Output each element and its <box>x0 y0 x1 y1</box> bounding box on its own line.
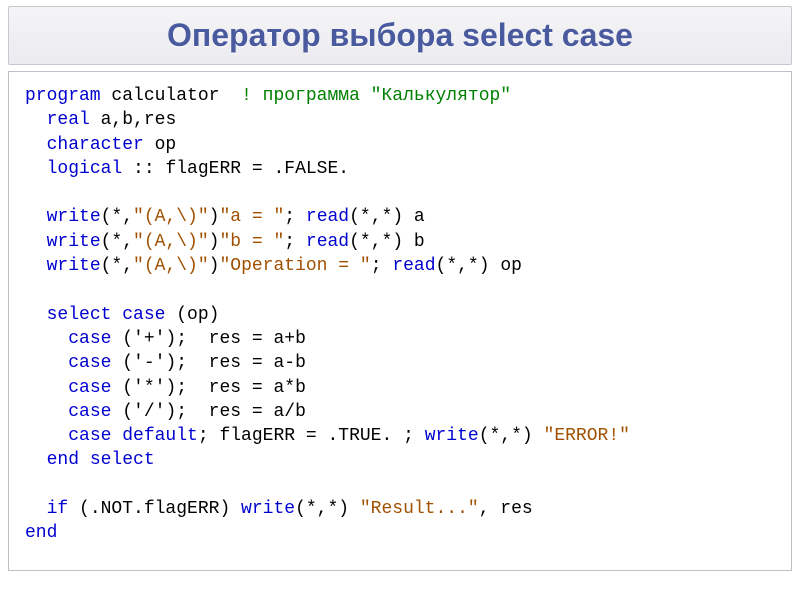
kw-write-b: write <box>47 232 101 252</box>
id-semi-a: ; <box>284 207 306 227</box>
str-bprompt: "b = " <box>219 232 284 252</box>
id-semi-op: ; <box>371 256 393 276</box>
id-writeerr: (*,*) <box>479 426 544 446</box>
id-casediv: ('/'); res = a/b <box>111 402 305 422</box>
kw-read-a: read <box>306 207 349 227</box>
id-reada: (*,*) a <box>349 207 425 227</box>
slide: Оператор выбора select case program calc… <box>0 6 800 606</box>
kw-real: real <box>47 110 90 130</box>
id-open-b: (*, <box>101 232 133 252</box>
kw-write-a: write <box>47 207 101 227</box>
kw-program: program <box>25 86 101 106</box>
kw-if: if <box>47 499 69 519</box>
kw-write-res: write <box>241 499 295 519</box>
kw-case-minus: case <box>68 353 111 373</box>
kw-end: end <box>25 523 57 543</box>
id-cond: (.NOT.flagERR) <box>68 499 241 519</box>
id-open-op: (*, <box>101 256 133 276</box>
id-calculator: calculator <box>101 86 241 106</box>
id-flagdecl: :: flagERR = .FALSE. <box>122 159 349 179</box>
id-caseplus: ('+'); res = a+b <box>111 329 305 349</box>
kw-read-op: read <box>392 256 435 276</box>
kw-case-div: case <box>68 402 111 422</box>
code-listing: program calculator ! программа "Калькуля… <box>25 84 775 546</box>
kw-write-err: write <box>425 426 479 446</box>
id-close-a: ) <box>209 207 220 227</box>
kw-character: character <box>47 135 144 155</box>
id-resout: , res <box>479 499 533 519</box>
kw-endselect: end select <box>47 450 155 470</box>
str-error: "ERROR!" <box>544 426 630 446</box>
str-fmt-op: "(A,\)" <box>133 256 209 276</box>
kw-logical: logical <box>47 159 123 179</box>
id-abres: a,b,res <box>90 110 176 130</box>
kw-casedefault: case default <box>68 426 198 446</box>
code-box: program calculator ! программа "Калькуля… <box>8 71 792 571</box>
id-casemul: ('*'); res = a*b <box>111 378 305 398</box>
title-bar: Оператор выбора select case <box>8 6 792 65</box>
str-opprompt: "Operation = " <box>219 256 370 276</box>
kw-case-mul: case <box>68 378 111 398</box>
id-readop: (*,*) op <box>436 256 522 276</box>
str-aprompt: "a = " <box>219 207 284 227</box>
id-selarg: (op) <box>165 305 219 325</box>
id-semi-b: ; <box>284 232 306 252</box>
id-readb: (*,*) b <box>349 232 425 252</box>
id-close-b: ) <box>209 232 220 252</box>
id-op: op <box>144 135 176 155</box>
id-writeres: (*,*) <box>295 499 360 519</box>
kw-case-plus: case <box>68 329 111 349</box>
slide-title: Оператор выбора select case <box>167 17 633 53</box>
id-deferr: ; flagERR = .TRUE. ; <box>198 426 425 446</box>
str-result: "Result..." <box>360 499 479 519</box>
kw-write-op: write <box>47 256 101 276</box>
comment-line1: ! программа "Калькулятор" <box>241 86 511 106</box>
id-open-a: (*, <box>101 207 133 227</box>
id-caseminus: ('-'); res = a-b <box>111 353 305 373</box>
str-fmt-a: "(A,\)" <box>133 207 209 227</box>
kw-read-b: read <box>306 232 349 252</box>
str-fmt-b: "(A,\)" <box>133 232 209 252</box>
id-close-op: ) <box>209 256 220 276</box>
kw-selectcase: select case <box>47 305 166 325</box>
